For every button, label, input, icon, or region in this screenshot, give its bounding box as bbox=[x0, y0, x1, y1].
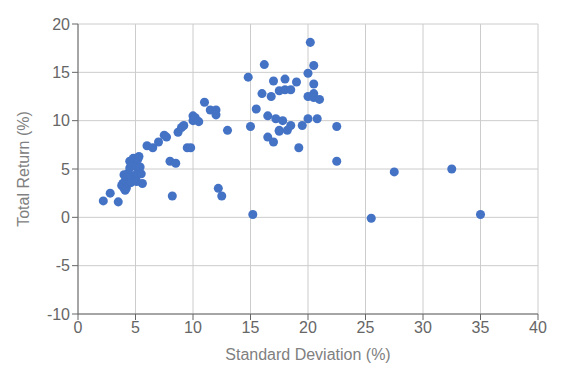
svg-text:40: 40 bbox=[529, 319, 547, 336]
svg-text:15: 15 bbox=[242, 319, 260, 336]
svg-text:25: 25 bbox=[357, 319, 375, 336]
svg-text:10: 10 bbox=[52, 112, 70, 129]
svg-text:35: 35 bbox=[472, 319, 490, 336]
svg-text:5: 5 bbox=[61, 161, 70, 178]
svg-text:5: 5 bbox=[131, 319, 140, 336]
svg-text:Total Return (%): Total Return (%) bbox=[15, 111, 32, 227]
svg-text:Standard Deviation (%): Standard Deviation (%) bbox=[225, 346, 390, 363]
svg-text:0: 0 bbox=[74, 319, 83, 336]
svg-text:0: 0 bbox=[61, 209, 70, 226]
svg-text:-5: -5 bbox=[56, 257, 70, 274]
svg-text:-10: -10 bbox=[47, 306, 70, 323]
svg-text:30: 30 bbox=[414, 319, 432, 336]
svg-text:15: 15 bbox=[52, 64, 70, 81]
svg-text:20: 20 bbox=[299, 319, 317, 336]
svg-text:10: 10 bbox=[184, 319, 202, 336]
svg-text:20: 20 bbox=[52, 16, 70, 33]
